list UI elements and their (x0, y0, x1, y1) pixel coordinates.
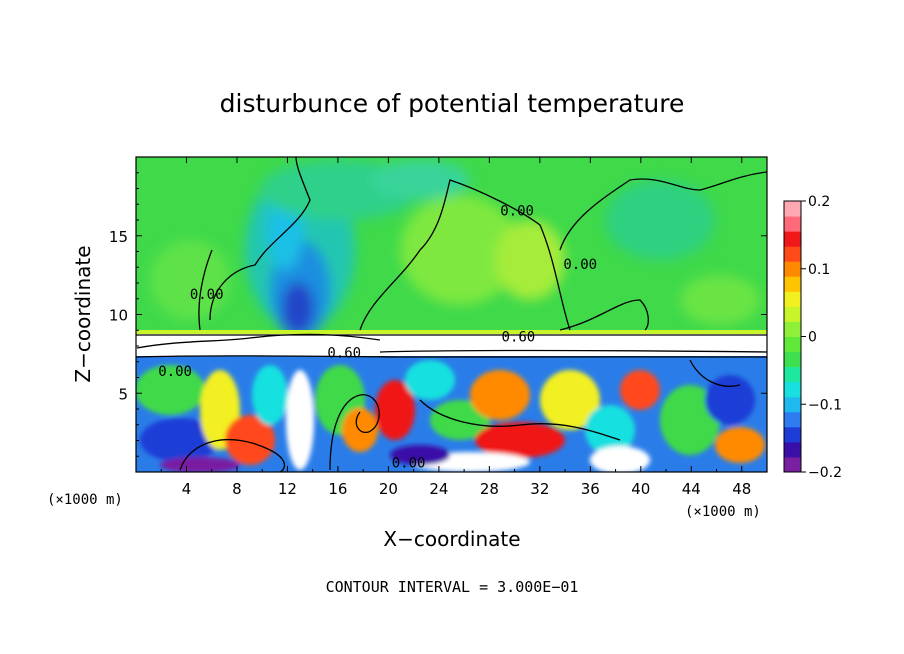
colorbar-swatch (784, 441, 801, 458)
x-tick-label: 20 (379, 480, 398, 498)
colorbar-swatch (784, 381, 801, 398)
contour-labels: 0.00 0.00 0.00 0.00 0.60 0.60 0.00 (158, 204, 597, 472)
contour-label: 0.00 (158, 364, 192, 380)
contour-label: 0.00 (392, 456, 426, 472)
colorbar-swatch (784, 276, 801, 292)
x-tick-label: 12 (278, 480, 297, 498)
x-tick-label: 32 (530, 480, 549, 498)
colorbar-swatch (784, 366, 801, 383)
x-tick-label: 8 (232, 480, 242, 498)
x-tick-label: 44 (682, 480, 701, 498)
colorbar-swatch (784, 231, 801, 247)
y-axis: 5 10 15 (109, 172, 767, 457)
x-tick-label: 48 (732, 480, 751, 498)
chart-title: disturbunce of potential temperature (220, 89, 685, 118)
colorbar-swatch (784, 396, 801, 413)
contour-label: 0.00 (500, 204, 534, 220)
colorbar-swatch (784, 426, 801, 443)
y-tick-label: 15 (109, 228, 128, 246)
colorbar-swatch (784, 456, 801, 473)
contour-interval-text: CONTOUR INTERVAL = 3.000E−01 (326, 578, 579, 596)
colorbar-tick-label: 0.1 (808, 262, 830, 278)
colorbar-swatch (784, 411, 801, 428)
x-axis-title: X−coordinate (383, 527, 520, 551)
colorbar-swatch (784, 351, 801, 368)
colorbar-swatch (784, 306, 801, 322)
x-tick-label: 16 (328, 480, 347, 498)
x-axis: 4 8 12 16 20 24 28 32 36 40 44 48 (160, 157, 751, 498)
x-unit-label-left: (×1000 m) (47, 492, 123, 508)
x-tick-label: 36 (581, 480, 600, 498)
colorbar-swatch (784, 291, 801, 307)
colorbar-tick-label: 0 (808, 330, 817, 346)
x-tick-label: 4 (182, 480, 192, 498)
colorbar-tick-label: −0.2 (808, 465, 842, 481)
colorbar-tick-label: −0.1 (808, 397, 842, 413)
colorbar-swatch (784, 336, 801, 353)
colorbar-swatch (784, 216, 801, 232)
y-tick-label: 10 (109, 307, 128, 325)
x-tick-label: 40 (631, 480, 650, 498)
colorbar-swatch (784, 321, 801, 337)
y-axis-title: Z−coordinate (71, 245, 95, 382)
colorbar-ticks: 0.2 0.1 0 −0.1 −0.2 (801, 194, 842, 481)
colorbar (783, 200, 802, 473)
contour-label: 0.00 (563, 257, 597, 273)
colorbar-swatch (784, 201, 801, 217)
heatmap-field (136, 157, 767, 472)
colorbar-swatch (784, 261, 801, 277)
x-tick-label: 28 (480, 480, 499, 498)
x-tick-label: 24 (429, 480, 448, 498)
colorbar-swatch (784, 246, 801, 262)
contour-label: 0.00 (190, 287, 224, 303)
x-unit-label-right: (×1000 m) (685, 504, 761, 520)
contour-label: 0.60 (327, 345, 361, 361)
colorbar-tick-label: 0.2 (808, 194, 830, 210)
y-tick-label: 5 (118, 385, 128, 403)
contour-label: 0.60 (502, 330, 536, 346)
